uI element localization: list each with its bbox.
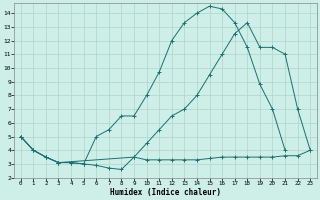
X-axis label: Humidex (Indice chaleur): Humidex (Indice chaleur) <box>110 188 221 197</box>
